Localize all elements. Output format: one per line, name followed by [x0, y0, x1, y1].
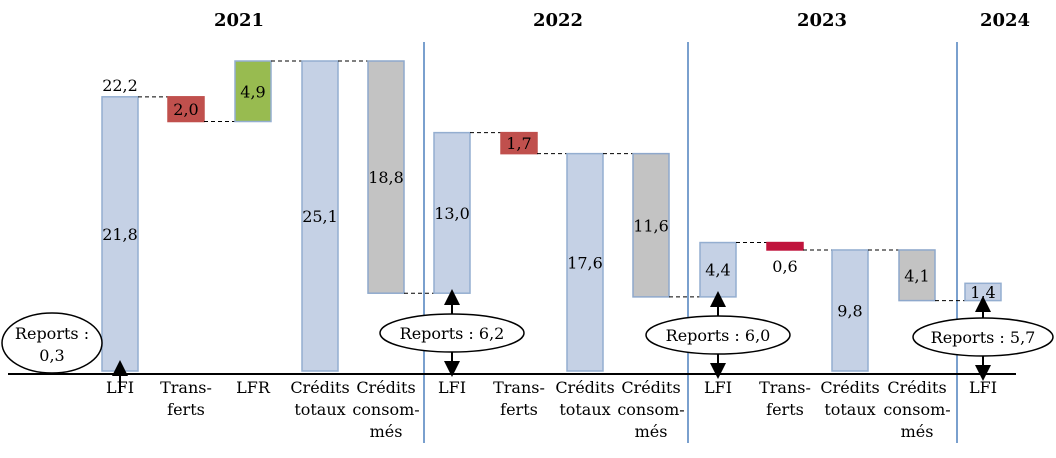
category-label: Crédits totaux — [290, 378, 349, 419]
category-label: Trans-ferts — [160, 378, 212, 419]
bar — [367, 60, 405, 294]
data-label: 13,0 — [434, 204, 470, 223]
year-label: 2021 — [214, 10, 264, 31]
data-label: 18,8 — [368, 168, 404, 187]
bar — [566, 152, 604, 372]
reports-label: Reports : 6,2 — [400, 324, 505, 343]
category-label: Trans-ferts — [759, 378, 811, 419]
data-label: 0,6 — [772, 257, 797, 276]
data-label: 1,4 — [970, 283, 995, 302]
category-label: Trans-ferts — [493, 378, 545, 419]
bar — [234, 60, 272, 123]
bar — [831, 249, 869, 372]
year-label: 2022 — [533, 10, 583, 31]
bar — [632, 152, 670, 298]
reports-bubble — [1, 312, 103, 374]
reports-value: 0,3 — [39, 346, 64, 365]
data-label-top: 22,2 — [102, 76, 138, 95]
bar — [898, 249, 936, 302]
data-label: 4,1 — [904, 266, 929, 285]
category-label: LFR — [236, 378, 271, 397]
data-label: 11,6 — [633, 216, 669, 235]
bar — [301, 60, 339, 372]
category-label: LFI — [704, 378, 732, 397]
bar — [167, 96, 205, 123]
year-label: 2024 — [980, 10, 1030, 31]
reports-bubble — [912, 317, 1054, 357]
data-label: 1,7 — [506, 134, 531, 153]
reports-label: Reports : 5,7 — [931, 328, 1036, 347]
category-label: Crédits totaux — [820, 378, 879, 419]
data-label: 2,0 — [173, 100, 198, 119]
data-label: 9,8 — [837, 301, 862, 320]
bar — [101, 96, 139, 372]
data-label: 25,1 — [302, 207, 338, 226]
category-label: Crédits totaux — [555, 378, 614, 419]
data-label: 17,6 — [567, 253, 603, 272]
data-label: 4,9 — [240, 82, 265, 101]
data-label: 21,8 — [102, 225, 138, 244]
bar — [500, 131, 538, 155]
category-label: Crédits consom-més — [883, 378, 950, 441]
reports-label: Reports : 6,0 — [666, 326, 771, 345]
category-label: Crédits consom-més — [352, 378, 419, 441]
category-label: LFI — [969, 378, 997, 397]
bar — [766, 241, 804, 251]
data-label: 4,4 — [705, 261, 730, 280]
bar — [433, 131, 471, 294]
year-label: 2023 — [797, 10, 847, 31]
category-label: LFI — [438, 378, 466, 397]
reports-bubble — [379, 313, 525, 353]
category-label: Crédits consom-més — [617, 378, 684, 441]
reports-label: Reports : — [15, 324, 89, 343]
reports-bubble — [645, 315, 791, 355]
